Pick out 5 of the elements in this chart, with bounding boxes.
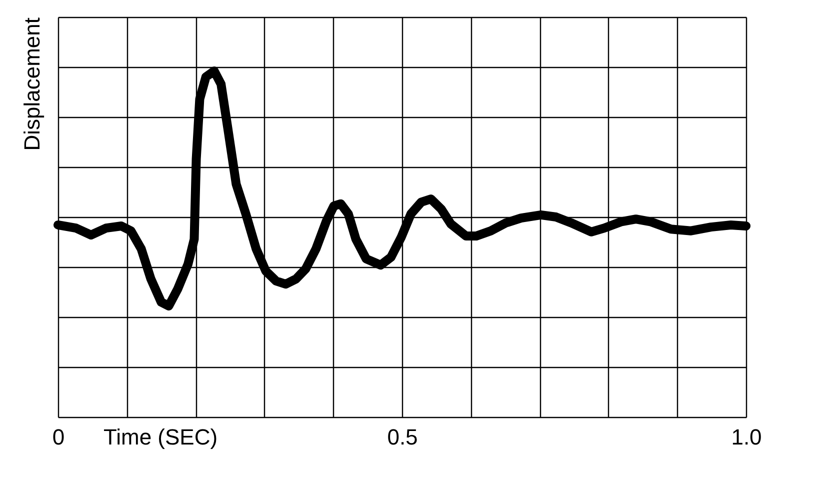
x-tick-label: 0 [52, 424, 65, 450]
x-tick-label: 1.0 [731, 424, 762, 450]
x-axis-title: Time (SEC) [104, 424, 218, 450]
y-axis-title: Displacement [20, 18, 44, 151]
x-tick-label: 0.5 [387, 424, 418, 450]
